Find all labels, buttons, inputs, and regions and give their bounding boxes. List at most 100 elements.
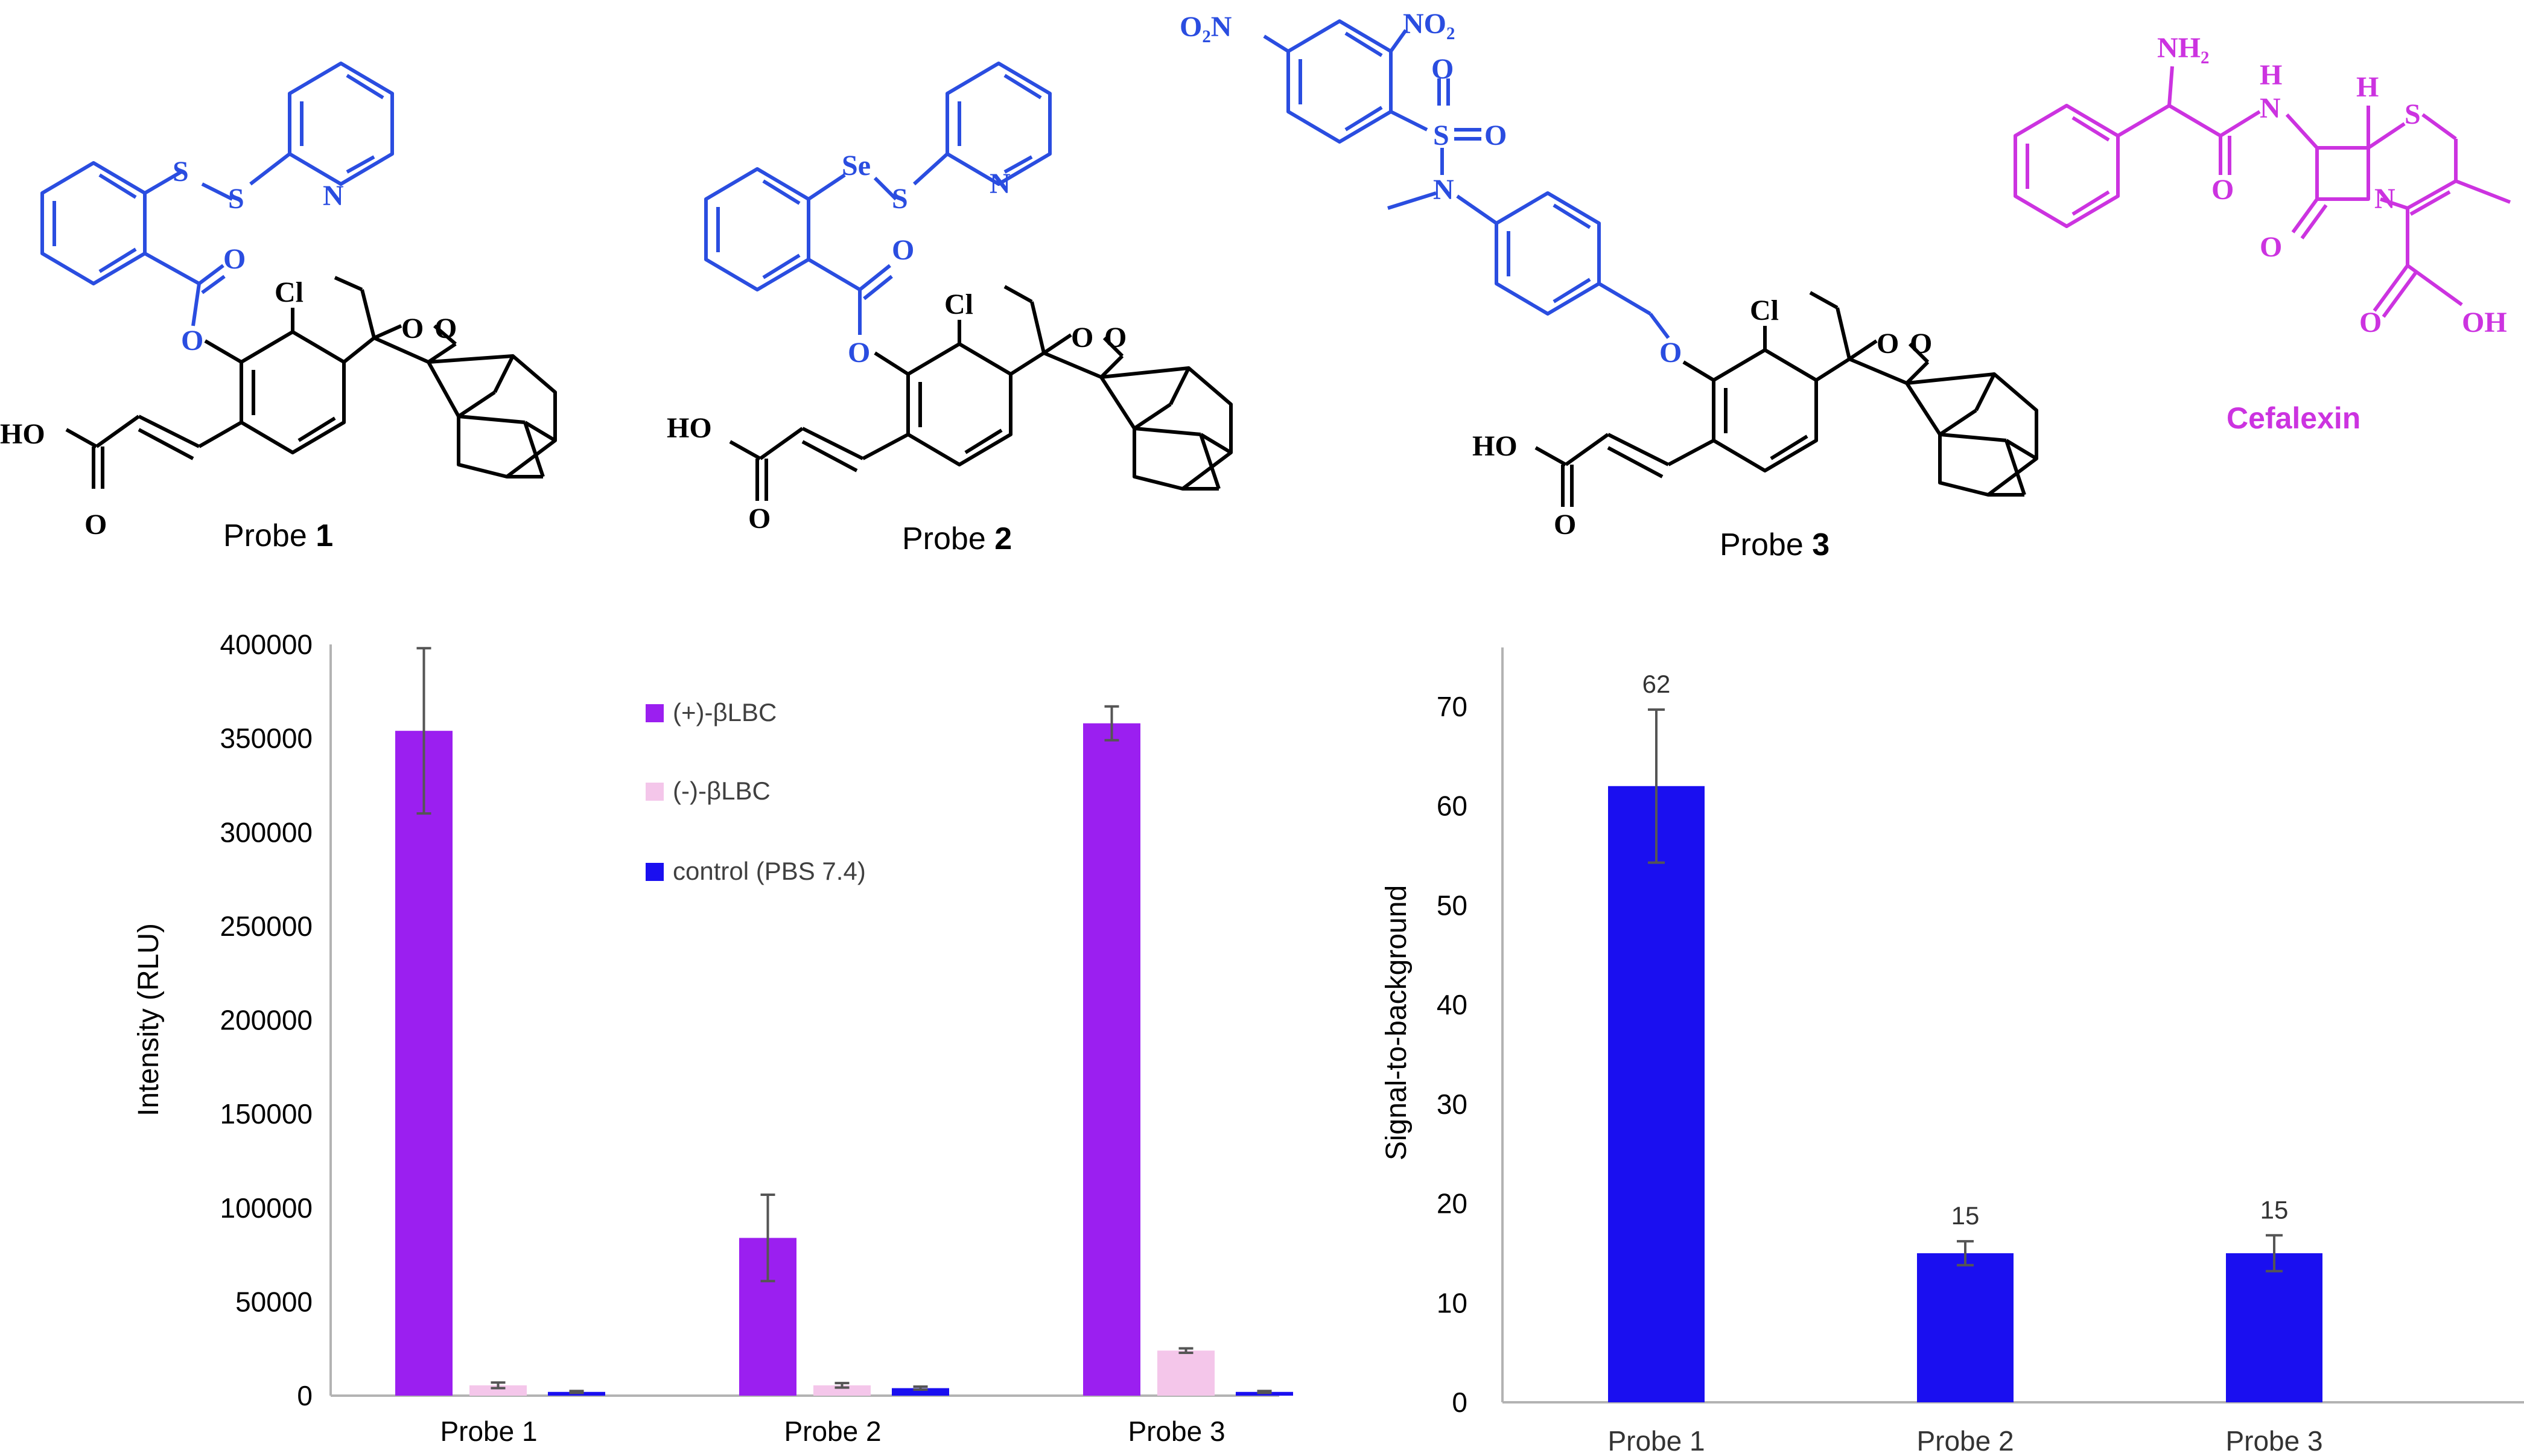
probe2-s: S [892, 183, 908, 215]
probe1-s2: S [228, 183, 244, 215]
s2b-x-tick: Probe 1 [1607, 1425, 1705, 1456]
probe3-o-top: O [1431, 53, 1454, 85]
intensity-x-ticks: Probe 1 Probe 2 Probe 3 [440, 1416, 1225, 1447]
s2b-error-bars [1648, 708, 2283, 1273]
probe2-o-carbonyl: O [892, 234, 914, 266]
probe1-cl: Cl [275, 276, 304, 308]
s2b-bars [1608, 786, 2322, 1402]
intensity-x-tick: Probe 2 [784, 1416, 881, 1447]
probe-1-structure [40, 62, 557, 489]
s2b-y-tick: 10 [1437, 1287, 1467, 1318]
s2b-y-tick: 50 [1437, 889, 1467, 921]
probe1-ho: HO [0, 418, 45, 450]
intensity-chart: 0 50000 100000 150000 200000 250000 300000 3500… [133, 629, 1293, 1447]
probe1-o: O [84, 509, 107, 541]
s2b-y-axis-title: Signal-to-background [1381, 885, 1413, 1160]
intensity-y-tick: 200000 [220, 1005, 313, 1036]
probe3-o-ring1: O [1877, 328, 1899, 360]
cefalexin-oh: OH [2462, 307, 2507, 339]
probe3-s: S [1433, 119, 1449, 151]
intensity-bar [813, 1385, 871, 1396]
probe1-s1: S [173, 156, 189, 188]
intensity-y-tick: 0 [297, 1380, 313, 1411]
probe-2-label: Probe 2 [902, 521, 1012, 556]
probe-2-atom-labels: Se S N O O Cl HO O O O Probe 2 [667, 150, 1127, 556]
s2b-y-ticks: 0 10 20 30 40 50 60 70 [1437, 691, 1467, 1418]
legend-swatch [646, 783, 664, 801]
s2b-data-label: 62 [1642, 670, 1671, 698]
s2b-y-tick: 70 [1437, 691, 1467, 722]
s2b-y-tick: 20 [1437, 1188, 1467, 1219]
probe-1-atom-labels: S S N O O Cl HO O O O Probe 1 [0, 156, 457, 553]
probe3-ho: HO [1472, 430, 1518, 462]
s2b-x-tick: Probe 3 [2225, 1425, 2322, 1456]
probe3-o-ether: O [1659, 337, 1682, 369]
probe3-o2n: O₂N [1180, 11, 1232, 43]
intensity-bar [892, 1388, 949, 1396]
s2b-data-label: 15 [2260, 1195, 2289, 1224]
s2b-y-tick: 40 [1437, 989, 1467, 1020]
probe3-cl: Cl [1750, 294, 1779, 326]
cefalexin-structure [2014, 66, 2511, 318]
intensity-bars [395, 723, 1293, 1396]
intensity-y-tick: 250000 [220, 911, 313, 942]
probe2-se: Se [842, 150, 871, 182]
s2b-y-tick: 30 [1437, 1089, 1467, 1120]
intensity-y-tick: 150000 [220, 1098, 313, 1130]
probe-3-label: Probe 3 [1720, 527, 1829, 562]
probe2-n: N [990, 168, 1011, 200]
cefalexin-o-amide: O [2211, 174, 2234, 206]
intensity-y-ticks: 0 50000 100000 150000 200000 250000 300000 3500… [220, 629, 313, 1411]
cefalexin-h: H [2260, 59, 2282, 91]
probe2-o-ring1: O [1071, 322, 1093, 354]
signal-to-background-chart: 0 10 20 30 40 50 60 70 Probe 1 Probe 2 Probe 3 62… [1381, 647, 2524, 1456]
intensity-bar [1083, 723, 1140, 1396]
probe2-o-ring2: O [1104, 322, 1127, 354]
cefalexin-atom-labels: NH₂ O H N H S N O O OH Cefalexin [2157, 32, 2507, 435]
probe3-o-ring2: O [1910, 328, 1932, 360]
intensity-y-tick: 50000 [235, 1286, 313, 1317]
cefalexin-n-amide: N [2260, 92, 2281, 124]
probe2-ho: HO [667, 412, 712, 444]
probe1-o-ester: O [181, 325, 203, 357]
s2b-data-label: 15 [1951, 1201, 1980, 1230]
s2b-x-tick: Probe 2 [1916, 1425, 2014, 1456]
legend-label: control (PBS 7.4) [673, 857, 866, 885]
intensity-y-axis-title: Intensity (RLU) [133, 923, 165, 1116]
probe1-n: N [323, 180, 344, 212]
probe2-cl: Cl [944, 288, 973, 320]
probe3-n: N [1433, 174, 1454, 206]
cefalexin-n-ring: N [2374, 183, 2395, 215]
legend-swatch [646, 863, 664, 881]
probe-3-structure [1263, 19, 2038, 507]
probe-3-atom-labels: O₂N NO₂ S O O N O Cl HO O O O Probe 3 [1180, 8, 1932, 562]
legend-label: (+)-βLBC [673, 698, 777, 726]
probe2-o-ester: O [848, 337, 870, 369]
intensity-y-tick: 400000 [220, 629, 313, 660]
cefalexin-s: S [2405, 98, 2421, 130]
probe-2-structure [704, 62, 1233, 501]
intensity-error-bars [416, 647, 1272, 1394]
intensity-y-tick: 300000 [220, 816, 313, 848]
cefalexin-h-ring: H [2356, 71, 2379, 103]
cefalexin-o-lactam: O [2260, 231, 2282, 263]
cefalexin-o-acid: O [2359, 307, 2382, 339]
probe1-o-ring2: O [434, 313, 457, 345]
cefalexin-label: Cefalexin [2227, 401, 2360, 435]
probe3-o: O [1554, 509, 1576, 541]
s2b-bar [1917, 1253, 2014, 1402]
legend-label: (-)-βLBC [673, 777, 771, 805]
s2b-x-ticks: Probe 1 Probe 2 Probe 3 [1607, 1425, 2322, 1456]
intensity-bar [1157, 1350, 1215, 1396]
s2b-data-labels: 62 15 15 [1642, 670, 2289, 1230]
cefalexin-nh2: NH₂ [2157, 32, 2209, 64]
s2b-bar [2226, 1253, 2322, 1402]
intensity-x-tick: Probe 1 [440, 1416, 537, 1447]
probe1-o-ring1: O [401, 313, 424, 345]
intensity-legend: (+)-βLBC (-)-βLBC control (PBS 7.4) [646, 698, 866, 885]
intensity-bar [395, 731, 453, 1396]
intensity-bar [469, 1385, 527, 1396]
probe3-no2: NO₂ [1403, 8, 1455, 40]
s2b-bar [1608, 786, 1705, 1402]
